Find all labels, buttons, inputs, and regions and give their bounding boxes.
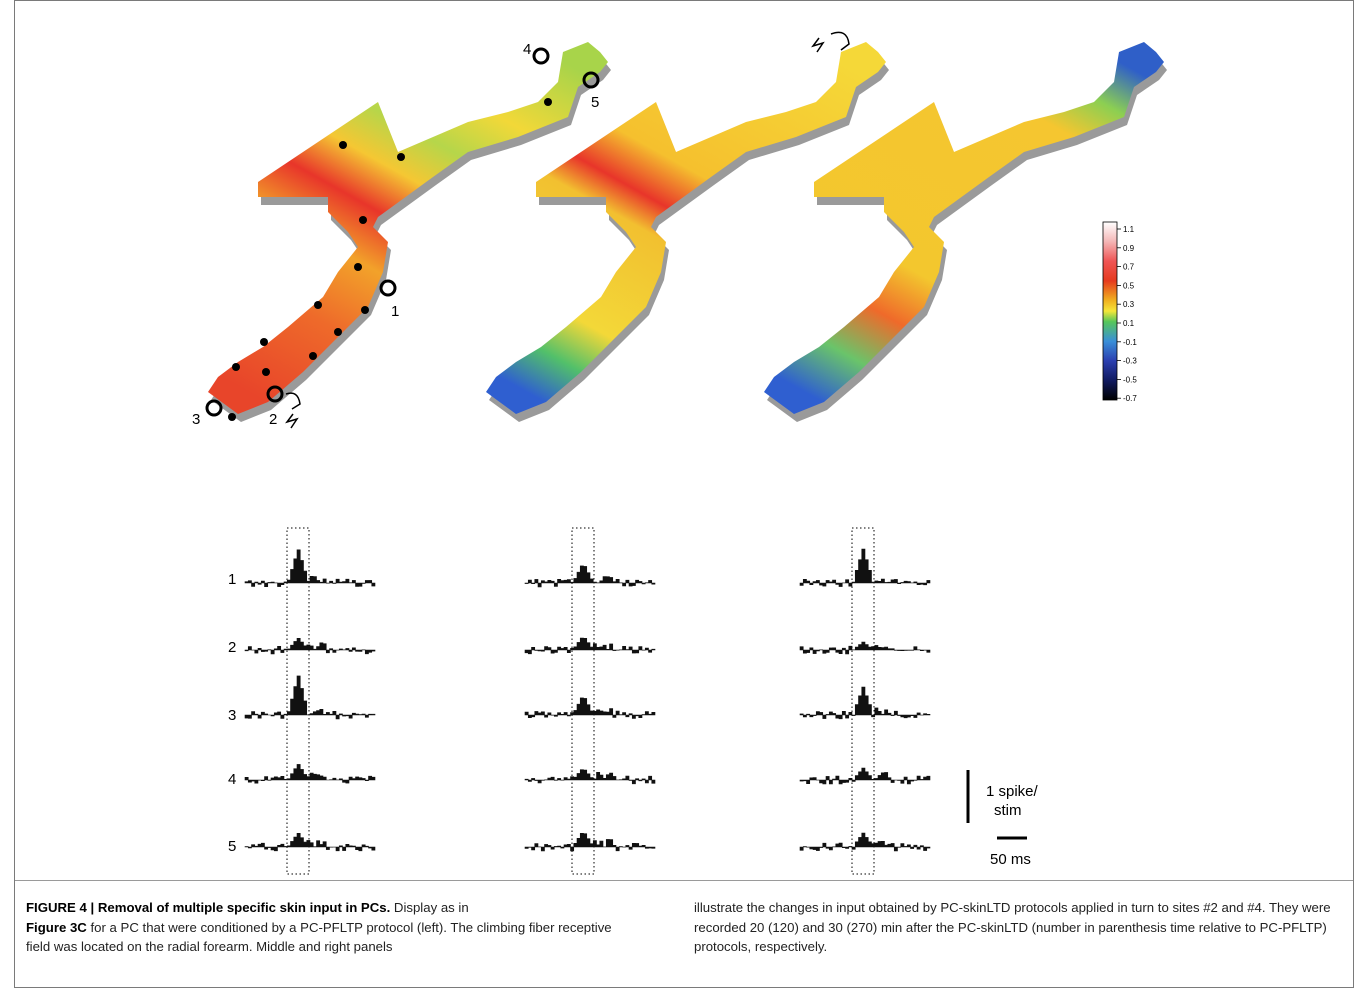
row-label-2: 2 [228,639,236,656]
figure-frame [14,0,1354,988]
psth-trace [244,833,376,852]
colorbar-tick-label: -0.5 [1123,375,1137,384]
site-label-3: 3 [192,411,200,428]
figure-graphics: 1 2 3 4 5 1.1 0.9 0.7 0.5 0.3 0.1 -0.1 -0.3 -0.5… [192,31,1167,875]
psth-trace [244,764,376,784]
colorbar-tick-label: -0.1 [1123,338,1137,347]
row-labels: 1 2 3 4 5 [228,571,236,855]
site-label-4: 4 [523,41,531,58]
receptive-field-map-middle [486,31,889,422]
caption-right: illustrate the changes in input obtained… [694,900,1331,954]
colorbar-tick-label: 0.5 [1123,281,1135,290]
psth-trace [524,769,656,785]
row-label-3: 3 [228,707,236,724]
psth-trace [799,767,931,785]
psth-trace [799,548,931,587]
figure-reference-link[interactable]: Figure 3C [26,919,87,935]
figure-title: Removal of multiple specific skin input … [97,900,391,915]
psth-histograms [244,527,931,875]
site-dots [228,98,552,421]
site-label-2: 2 [269,411,277,428]
psth-trace [524,565,656,588]
colorbar-tick-label: -0.3 [1123,357,1137,366]
scale-x-label: 50 ms [990,851,1031,868]
scale-y-line2: stim [994,802,1022,819]
caption-left: FIGURE 4 | Removal of multiple specific … [26,898,636,957]
stimulation-icon [811,31,850,53]
scale-y-line1: 1 spike/ [986,783,1039,800]
psth-trace [244,549,376,587]
caption-divider [15,880,1353,881]
row-label-4: 4 [228,771,236,788]
site-rings [205,47,600,417]
caption-left-part2: for a PC that were conditioned by a PC-P… [26,919,612,955]
site-label-5: 5 [591,94,599,111]
scale-bars: 1 spike/ stim 50 ms [966,770,1039,868]
psth-trace [799,832,931,852]
receptive-field-map-left: 1 2 3 4 5 [192,41,611,429]
stimulation-icon [285,392,301,429]
colorbar-tick-label: 0.3 [1123,300,1135,309]
psth-trace [244,637,376,655]
psth-trace [244,675,376,720]
colorbar-tick-label: 1.1 [1123,225,1135,234]
colorbar: 1.1 0.9 0.7 0.5 0.3 0.1 -0.1 -0.3 -0.5 -0.7 [1102,221,1137,403]
psth-trace [524,697,656,719]
colorbar-tick-label: 0.9 [1123,244,1135,253]
psth-trace [799,686,931,720]
caption-left-part1: Display as in [393,900,469,915]
psth-trace [799,641,931,655]
figure-label: FIGURE 4 | [26,900,95,915]
row-label-1: 1 [228,571,236,588]
colorbar-tick-label: 0.1 [1123,319,1135,328]
colorbar-tick-label: -0.7 [1123,394,1137,403]
psth-trace [524,833,656,852]
psth-trace [524,637,656,655]
colorbar-tick-label: 0.7 [1123,263,1135,272]
site-label-1: 1 [391,303,399,320]
row-label-5: 5 [228,838,236,855]
